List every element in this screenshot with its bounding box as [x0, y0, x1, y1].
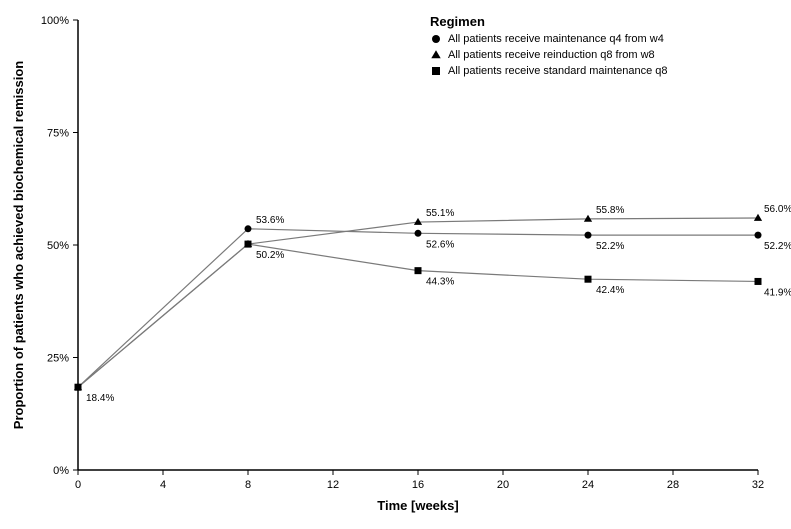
svg-text:41.9%: 41.9%	[764, 287, 791, 298]
svg-text:52.2%: 52.2%	[764, 241, 791, 252]
svg-text:52.6%: 52.6%	[426, 239, 454, 250]
svg-text:44.3%: 44.3%	[426, 277, 454, 288]
svg-text:8: 8	[245, 479, 251, 491]
svg-text:32: 32	[752, 479, 764, 491]
svg-text:0: 0	[75, 479, 81, 491]
svg-text:All patients receive standard: All patients receive standard maintenanc…	[448, 65, 668, 77]
svg-text:56.0%: 56.0%	[764, 204, 791, 215]
svg-text:All patients receive maintenan: All patients receive maintenance q4 from…	[448, 33, 664, 45]
chart-svg: 0% 25% 50% 75% 100% 0 4 8 12 16 20 24 28 32 Time [week…	[0, 0, 791, 529]
svg-text:24: 24	[582, 479, 594, 491]
svg-text:12: 12	[327, 479, 339, 491]
svg-text:50.2%: 50.2%	[256, 250, 284, 261]
svg-text:Time [weeks]: Time [weeks]	[377, 498, 458, 513]
svg-text:0%: 0%	[53, 465, 69, 477]
svg-text:55.1%: 55.1%	[426, 208, 454, 219]
svg-text:Proportion of patients who ach: Proportion of patients who achieved bioc…	[11, 61, 26, 429]
svg-text:53.6%: 53.6%	[256, 215, 284, 226]
svg-text:4: 4	[160, 479, 166, 491]
svg-text:20: 20	[497, 479, 509, 491]
svg-text:50%: 50%	[47, 240, 69, 252]
remission-chart: 0% 25% 50% 75% 100% 0 4 8 12 16 20 24 28 32 Time [week…	[0, 0, 791, 529]
svg-text:100%: 100%	[41, 15, 69, 27]
svg-text:28: 28	[667, 479, 679, 491]
svg-text:75%: 75%	[47, 128, 69, 140]
svg-text:16: 16	[412, 479, 424, 491]
svg-text:18.4%: 18.4%	[86, 393, 114, 404]
svg-text:55.8%: 55.8%	[596, 205, 624, 216]
svg-text:All patients receive reinducti: All patients receive reinduction q8 from…	[448, 49, 655, 61]
svg-text:52.2%: 52.2%	[596, 241, 624, 252]
svg-text:25%: 25%	[47, 353, 69, 365]
svg-text:Regimen: Regimen	[430, 14, 485, 29]
svg-text:42.4%: 42.4%	[596, 285, 624, 296]
